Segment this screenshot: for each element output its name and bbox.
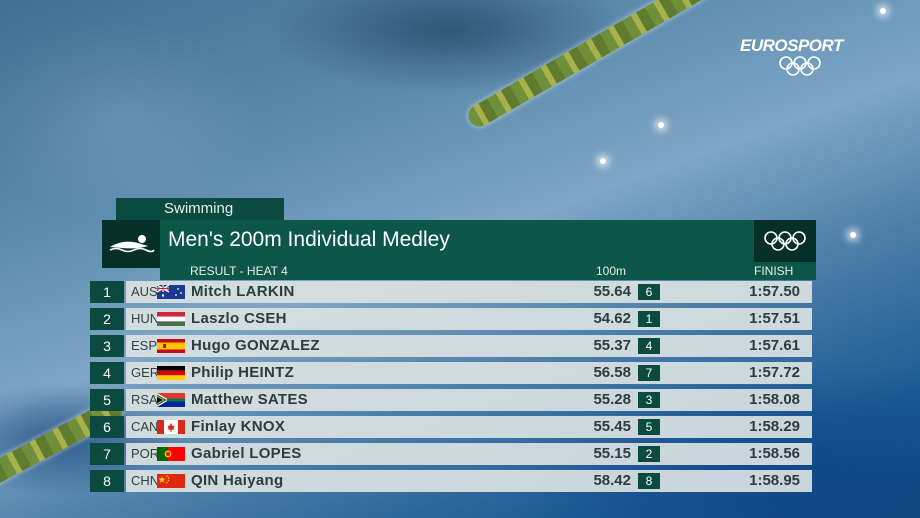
rank: 4 <box>90 362 124 384</box>
table-row: 8 CHN QIN Haiyang 58.42 8 1:58.95 <box>90 470 812 494</box>
athlete-name: Laszlo CSEH <box>191 310 287 327</box>
hungary-flag-icon <box>157 312 185 326</box>
light-sparkle <box>880 8 886 14</box>
portugal-flag-icon <box>157 447 185 461</box>
swimmer-icon <box>109 235 155 253</box>
split-position: 6 <box>638 284 660 300</box>
split-time: 55.28 <box>593 391 631 408</box>
split-position: 5 <box>638 419 660 435</box>
germany-flag-icon <box>157 366 185 380</box>
country-code: AUS <box>131 284 158 299</box>
finish-time: 1:57.61 <box>749 337 800 354</box>
athlete-name: Matthew SATES <box>191 391 308 408</box>
finish-time: 1:57.51 <box>749 310 800 327</box>
athlete-name: Finlay KNOX <box>191 418 286 435</box>
sport-category-label: Swimming <box>116 198 284 220</box>
split-position: 1 <box>638 311 660 327</box>
rank: 1 <box>90 281 124 303</box>
country-code: CAN <box>131 419 159 434</box>
title-bar <box>102 220 816 262</box>
finish-column-header: FINISH <box>754 264 794 278</box>
split-position: 8 <box>638 473 660 489</box>
athlete-name: Philip HEINTZ <box>191 364 295 381</box>
split-column-header: 100m <box>596 264 627 278</box>
finish-time: 1:58.08 <box>749 391 800 408</box>
south-africa-flag-icon <box>157 393 185 407</box>
subheader-bar <box>160 262 816 280</box>
finish-time: 1:58.29 <box>749 418 800 435</box>
rank: 7 <box>90 443 124 465</box>
rank: 3 <box>90 335 124 357</box>
split-time: 55.64 <box>593 283 631 300</box>
country-code: HUN <box>131 311 160 326</box>
finish-time: 1:58.95 <box>749 472 800 489</box>
split-position: 7 <box>638 365 660 381</box>
rank: 2 <box>90 308 124 330</box>
country-code: GER <box>131 365 160 380</box>
country-code: ESP <box>131 338 158 353</box>
table-row: 5 RSA Matthew SATES 55.28 3 1:58.08 <box>90 389 812 413</box>
split-time: 54.62 <box>593 310 631 327</box>
swimmer-icon-box <box>102 220 160 268</box>
table-row: 6 CAN Finlay KNOX 55.45 5 1:58.29 <box>90 416 812 440</box>
split-time: 55.37 <box>593 337 631 354</box>
split-position: 4 <box>638 338 660 354</box>
event-title: Men's 200m Individual Medley <box>168 228 450 251</box>
logo-text: EUROSPORT <box>740 36 843 55</box>
table-row: 4 GER Philip HEINTZ 56.58 7 1:57.72 <box>90 362 812 386</box>
country-code: RSA <box>131 392 158 407</box>
light-sparkle <box>600 158 606 164</box>
split-time: 56.58 <box>593 364 631 381</box>
spain-flag-icon <box>157 339 185 353</box>
light-sparkle <box>658 122 664 128</box>
split-time: 55.15 <box>593 445 631 462</box>
rank: 8 <box>90 470 124 492</box>
australia-flag-icon <box>157 285 185 299</box>
finish-time: 1:57.72 <box>749 364 800 381</box>
china-flag-icon <box>157 474 185 488</box>
eurosport-logo: EUROSPORT <box>740 36 860 80</box>
split-time: 58.42 <box>593 472 631 489</box>
split-position: 3 <box>638 392 660 408</box>
table-row: 3 ESP Hugo GONZALEZ 55.37 4 1:57.61 <box>90 335 812 359</box>
olympic-rings-icon <box>764 231 806 251</box>
finish-time: 1:58.56 <box>749 445 800 462</box>
athlete-name: Hugo GONZALEZ <box>191 337 320 354</box>
light-sparkle <box>850 232 856 238</box>
table-row: 1 AUS Mitch LARKIN 55.64 6 1:57.50 <box>90 281 812 305</box>
split-time: 55.45 <box>593 418 631 435</box>
olympic-rings-box <box>754 220 816 262</box>
heat-label: RESULT - HEAT 4 <box>190 264 288 278</box>
finish-time: 1:57.50 <box>749 283 800 300</box>
country-code: CHN <box>131 473 160 488</box>
olympic-rings-icon <box>779 56 821 76</box>
athlete-name: Gabriel LOPES <box>191 445 302 462</box>
table-row: 7 POR Gabriel LOPES 55.15 2 1:58.56 <box>90 443 812 467</box>
canada-flag-icon <box>157 420 185 434</box>
athlete-name: QIN Haiyang <box>191 472 284 489</box>
split-position: 2 <box>638 446 660 462</box>
rank: 5 <box>90 389 124 411</box>
athlete-name: Mitch LARKIN <box>191 283 295 300</box>
rank: 6 <box>90 416 124 438</box>
country-code: POR <box>131 446 160 461</box>
table-row: 2 HUN Laszlo CSEH 54.62 1 1:57.51 <box>90 308 812 332</box>
